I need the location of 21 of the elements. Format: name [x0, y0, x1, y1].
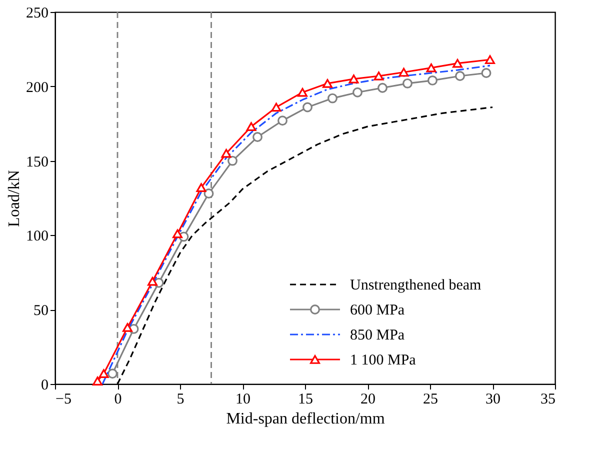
x-tick-label: 25	[423, 392, 438, 408]
legend-label: 600 MPa	[350, 302, 405, 318]
legend-label: 850 MPa	[350, 328, 405, 344]
x-tick-label: 15	[298, 392, 313, 408]
y-tick-label: 50	[34, 303, 48, 320]
x-tick-label: 20	[360, 392, 376, 408]
x-tick-label: −5	[56, 392, 72, 408]
x-tick-label: 0	[114, 392, 122, 408]
y-tick-label: 100	[26, 228, 48, 245]
y-tick-label: 250	[26, 6, 48, 22]
y-tick-label: 200	[26, 80, 48, 96]
y-tick-label: 0	[41, 378, 48, 394]
legend-label: Unstrengthened beam	[350, 278, 482, 294]
x-tick-label: 5	[176, 392, 184, 408]
y-tick-label: 150	[26, 154, 48, 170]
legend-label: 1 100 MPa	[350, 352, 416, 368]
y-axis-title: Load/kN	[6, 170, 23, 227]
x-tick-label: 35	[540, 392, 556, 408]
x-tick-label: 10	[236, 392, 250, 408]
x-axis-title: Mid-span deflection/mm	[226, 410, 386, 428]
x-tick-label: 30	[486, 392, 500, 408]
